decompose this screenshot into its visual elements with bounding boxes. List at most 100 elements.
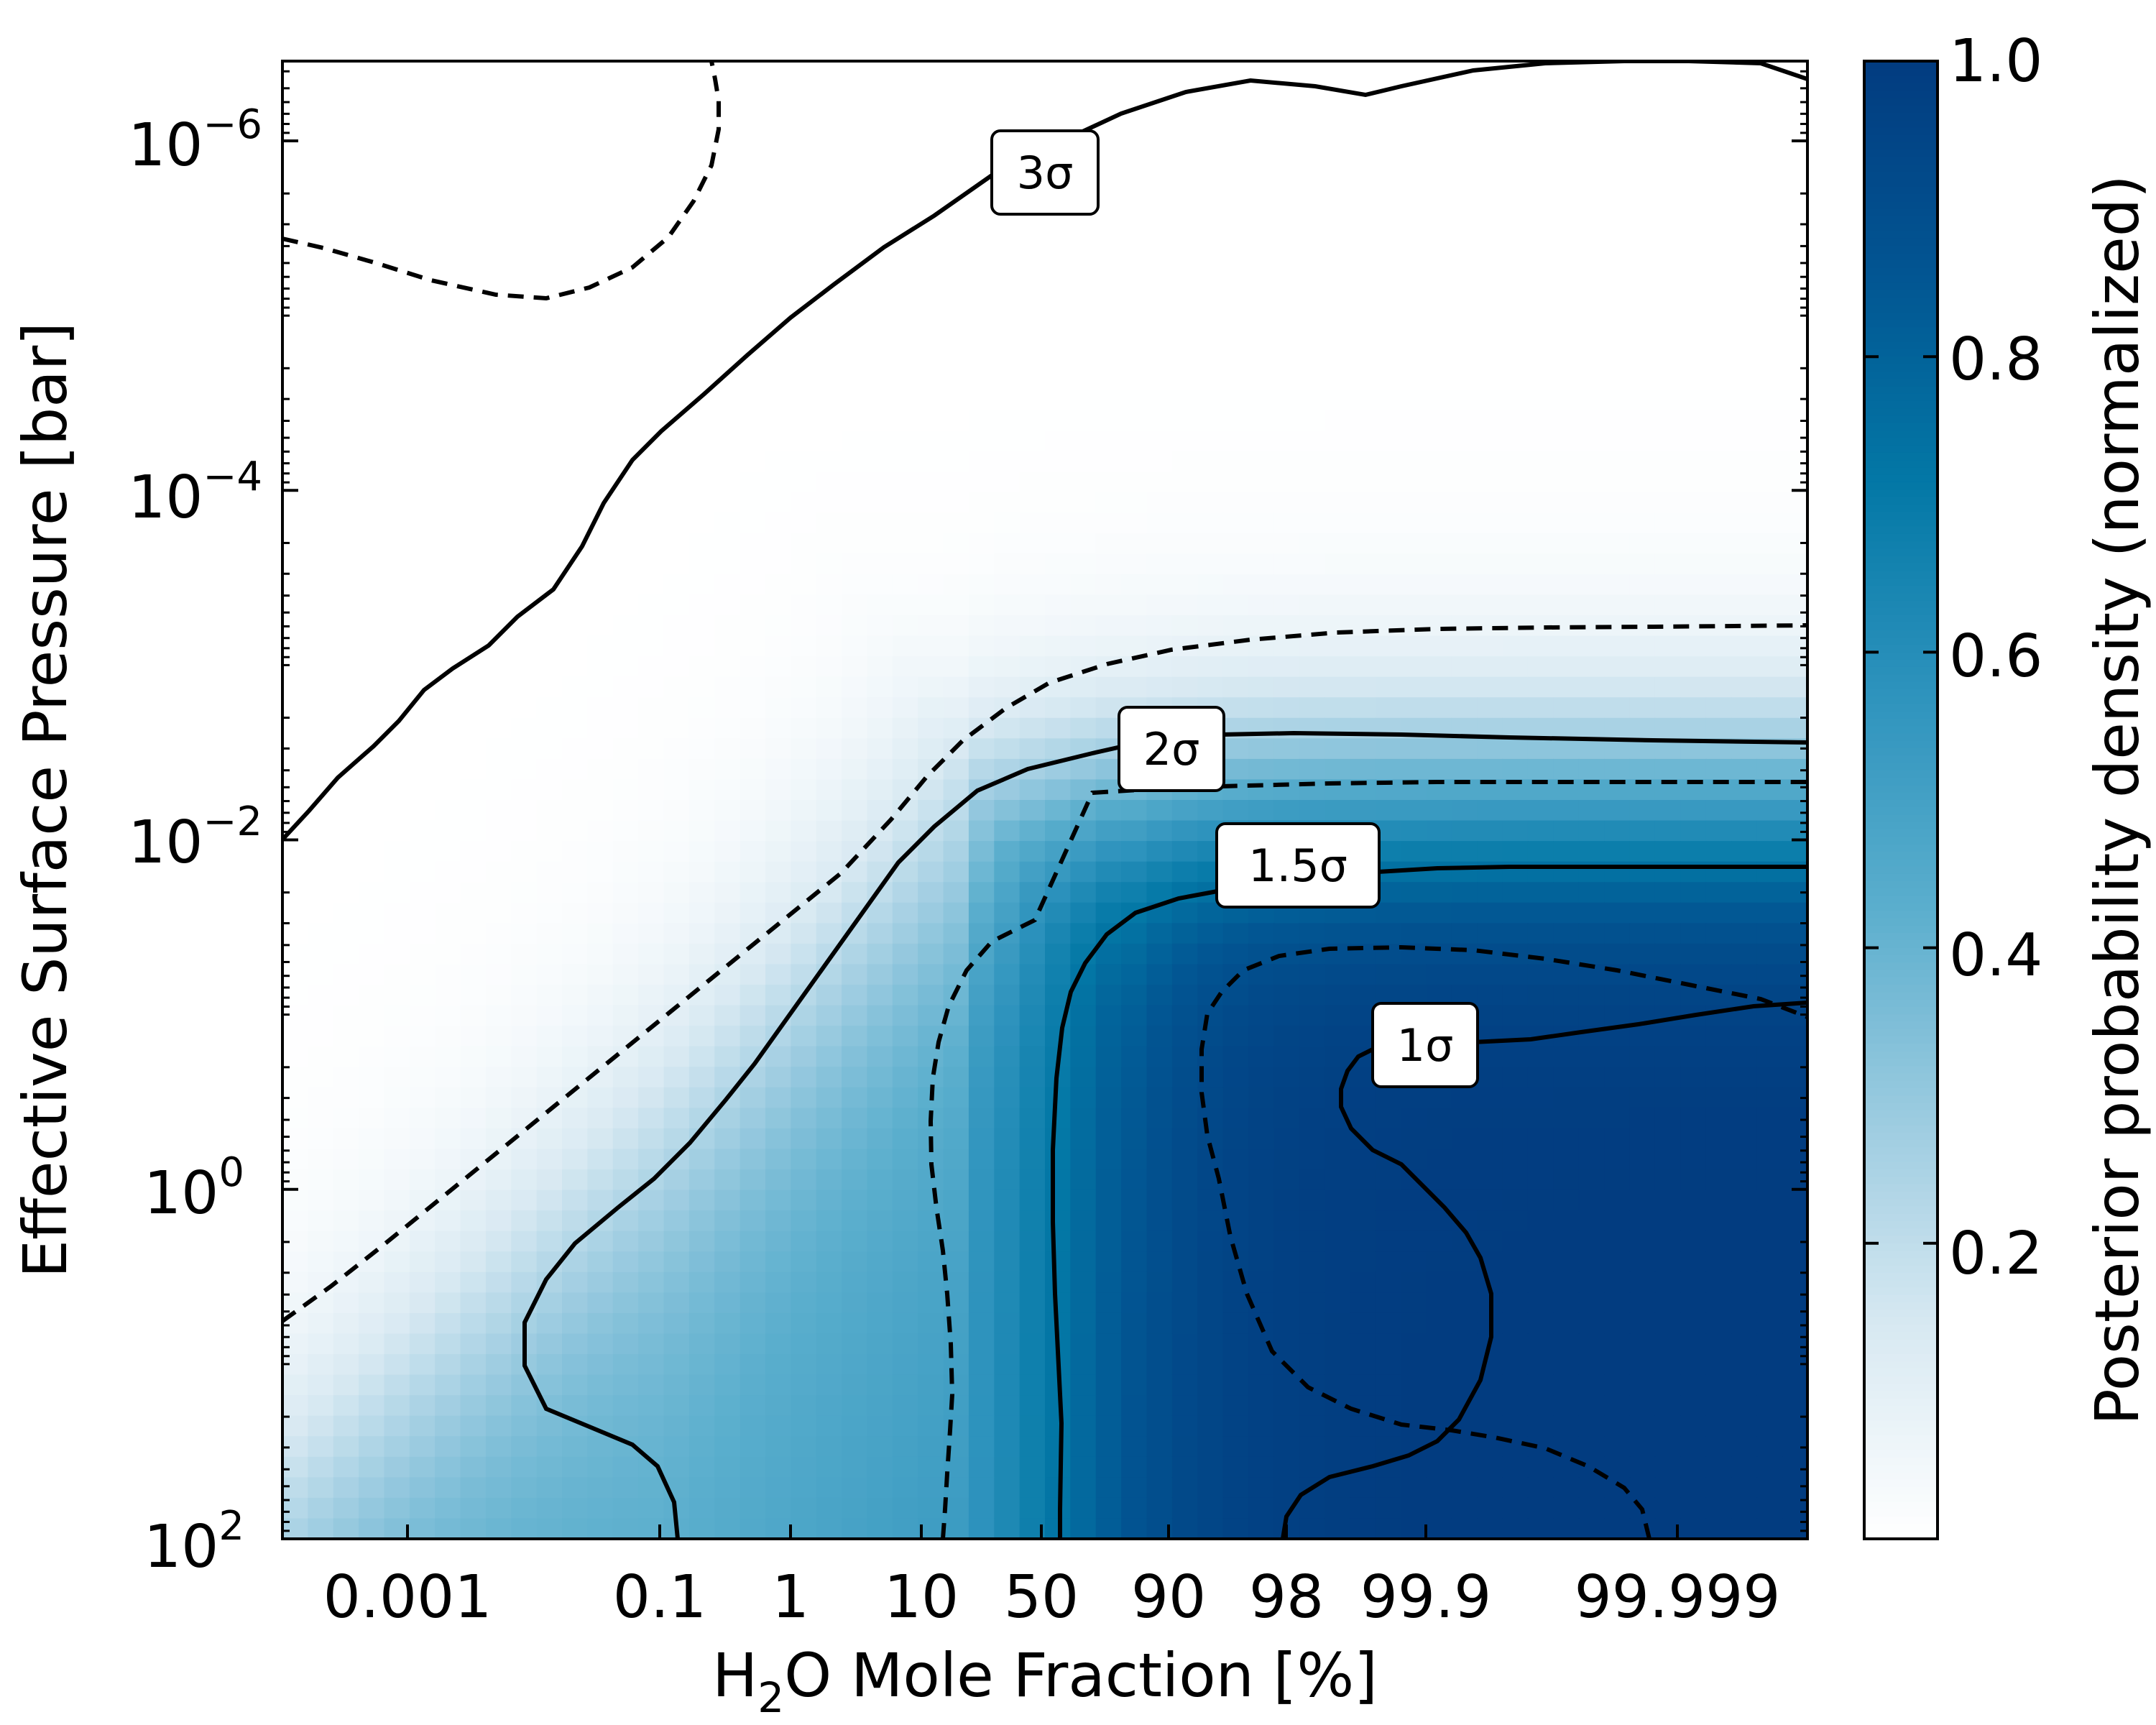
colorbar-segment	[1864, 319, 1938, 328]
heatmap-cell	[1451, 964, 1478, 985]
heatmap-cell	[1654, 492, 1681, 514]
heatmap-cell	[1299, 328, 1325, 349]
heatmap-cell	[282, 574, 309, 596]
heatmap-cell	[485, 512, 512, 534]
heatmap-cell	[460, 1395, 487, 1417]
heatmap-cell	[1680, 184, 1707, 206]
heatmap-cell	[1604, 1251, 1631, 1273]
heatmap-cell	[663, 1354, 690, 1376]
heatmap-cell	[638, 1005, 665, 1026]
heatmap-cell	[562, 1108, 589, 1129]
heatmap-cell	[1019, 779, 1046, 801]
heatmap-cell	[1299, 697, 1325, 719]
heatmap-cell	[1604, 676, 1631, 699]
heatmap-cell	[409, 738, 436, 760]
heatmap-cell	[1527, 451, 1554, 472]
heatmap-cell	[308, 410, 334, 431]
heatmap-cell	[435, 61, 461, 83]
heatmap-cell	[1527, 1210, 1554, 1232]
heatmap-cell	[409, 1436, 436, 1458]
heatmap-cell	[282, 204, 309, 226]
svg-text:2σ: 2σ	[1143, 723, 1200, 776]
heatmap-cell	[1629, 143, 1656, 165]
heatmap-cell	[1502, 369, 1529, 390]
heatmap-cell	[1578, 656, 1605, 678]
heatmap-cell	[1553, 81, 1580, 103]
heatmap-cell	[1197, 184, 1224, 206]
heatmap-cell	[536, 553, 563, 575]
heatmap-cell	[1350, 1149, 1376, 1170]
heatmap-cell	[1045, 656, 1072, 678]
heatmap-cell	[1756, 102, 1783, 124]
heatmap-cell	[1629, 307, 1656, 329]
heatmap-cell	[1121, 307, 1148, 329]
heatmap-cell	[536, 1477, 563, 1499]
heatmap-cell	[1731, 472, 1758, 493]
heatmap-cell	[1045, 328, 1072, 349]
heatmap-cell	[1782, 204, 1807, 226]
heatmap-cell	[1197, 492, 1224, 514]
heatmap-cell	[1680, 512, 1707, 534]
colorbar-segment	[1864, 482, 1938, 491]
heatmap-cell	[867, 61, 893, 83]
heatmap-cell	[1527, 81, 1554, 103]
heatmap-cell	[994, 1046, 1021, 1068]
heatmap-cell	[688, 1026, 716, 1047]
heatmap-cell	[536, 102, 563, 124]
heatmap-cell	[1121, 1436, 1148, 1458]
heatmap-cell	[1731, 1067, 1758, 1088]
heatmap-cell	[1299, 656, 1325, 678]
colorbar-segment	[1864, 1413, 1938, 1422]
heatmap-cell	[867, 1312, 893, 1335]
heatmap-cell	[1325, 287, 1351, 308]
heatmap-cell	[1197, 800, 1224, 822]
heatmap-cell	[1451, 492, 1478, 514]
heatmap-cell	[485, 1354, 512, 1376]
heatmap-cell	[1019, 266, 1046, 288]
heatmap-cell	[1604, 533, 1631, 555]
heatmap-cell	[994, 1312, 1021, 1335]
heatmap-cell	[765, 533, 792, 555]
heatmap-cell	[460, 512, 487, 534]
heatmap-cell	[1070, 1333, 1097, 1355]
heatmap-cell	[511, 758, 538, 781]
heatmap-cell	[1325, 512, 1351, 534]
heatmap-cell	[333, 1436, 359, 1458]
heatmap-cell	[485, 1333, 512, 1355]
heatmap-cell	[1654, 81, 1681, 103]
heatmap-cell	[1121, 451, 1148, 472]
heatmap-cell	[359, 1333, 385, 1355]
heatmap-cell	[1121, 184, 1148, 206]
heatmap-cell	[791, 1271, 817, 1294]
heatmap-cell	[968, 61, 995, 83]
heatmap-cell	[740, 553, 766, 575]
heatmap-cell	[1553, 820, 1580, 842]
heatmap-cell	[1451, 1087, 1478, 1109]
heatmap-cell	[1401, 533, 1427, 555]
heatmap-cell	[1248, 553, 1275, 575]
heatmap-cell	[1629, 800, 1656, 822]
heatmap-cell	[1325, 369, 1351, 390]
heatmap-cell	[485, 1374, 512, 1396]
heatmap-cell	[612, 553, 639, 575]
heatmap-cell	[587, 738, 614, 760]
heatmap-cell	[968, 1374, 995, 1396]
heatmap-cell	[1299, 1026, 1325, 1047]
heatmap-cell	[1248, 246, 1275, 267]
heatmap-cell	[1451, 758, 1478, 781]
heatmap-cell	[740, 1210, 766, 1232]
heatmap-cell	[1045, 1108, 1072, 1129]
heatmap-cell	[1604, 1210, 1631, 1232]
heatmap-cell	[1273, 1477, 1300, 1499]
heatmap-cell	[1426, 369, 1452, 390]
heatmap-cell	[918, 861, 944, 883]
heatmap-cell	[1121, 553, 1148, 575]
heatmap-cell	[1731, 553, 1758, 575]
heatmap-cell	[1553, 451, 1580, 472]
heatmap-cell	[333, 1005, 359, 1026]
heatmap-cell	[1705, 1251, 1732, 1273]
heatmap-cell	[918, 1374, 944, 1396]
heatmap-cell	[612, 923, 639, 944]
heatmap-cell	[842, 594, 868, 616]
heatmap-cell	[638, 800, 665, 822]
